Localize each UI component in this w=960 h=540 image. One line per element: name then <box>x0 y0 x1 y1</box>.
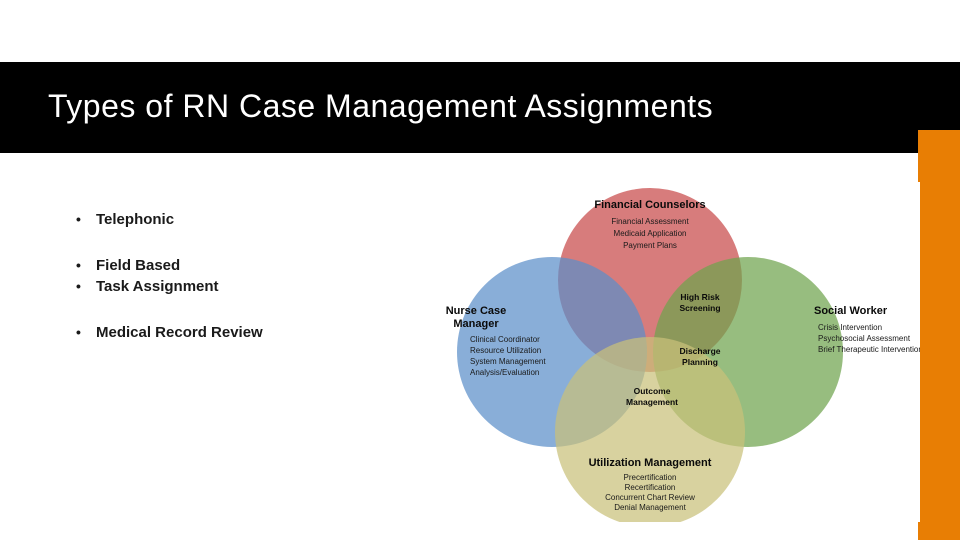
venn-line: Brief Therapeutic Interventions <box>818 345 920 354</box>
venn-title-financial: Financial Counselors <box>594 199 705 211</box>
bullet-list: Telephonic Field Based Task Assignment M… <box>72 210 362 368</box>
bullet-item: Medical Record Review <box>72 323 362 343</box>
venn-line: Psychosocial Assessment <box>818 334 911 343</box>
venn-line: System Management <box>470 357 546 366</box>
title-band: Types of RN Case Management Assignments <box>0 62 960 150</box>
venn-line: Recertification <box>625 483 676 492</box>
venn-title-utilization: Utilization Management <box>589 457 712 469</box>
title-divider <box>0 150 918 153</box>
venn-title-nurse: Nurse Case <box>446 305 507 317</box>
venn-overlap-label: Planning <box>682 357 718 367</box>
venn-line: Analysis/Evaluation <box>470 368 539 377</box>
venn-line: Concurrent Chart Review <box>605 493 695 502</box>
bullet-item: Telephonic <box>72 210 362 230</box>
venn-title-nurse: Manager <box>453 318 499 330</box>
venn-overlap-label: Management <box>626 397 678 407</box>
venn-diagram: Financial Counselors Financial Assessment… <box>380 182 920 522</box>
venn-overlap-label: Discharge <box>679 346 720 356</box>
venn-line: Clinical Coordinator <box>470 335 540 344</box>
venn-line: Denial Management <box>614 503 686 512</box>
bullet-item: Field Based <box>72 256 362 276</box>
accent-rail <box>918 130 960 540</box>
bullet-item: Task Assignment <box>72 277 362 297</box>
venn-overlap-label: Screening <box>679 303 720 313</box>
venn-line: Precertification <box>624 473 677 482</box>
venn-line: Resource Utilization <box>470 346 541 355</box>
venn-title-social: Social Worker <box>814 305 888 317</box>
venn-line: Financial Assessment <box>611 217 689 226</box>
venn-line: Crisis Intervention <box>818 323 882 332</box>
venn-svg: Financial Counselors Financial Assessment… <box>380 182 920 522</box>
venn-overlap-label: Outcome <box>634 386 671 396</box>
venn-overlap-label: High Risk <box>680 292 719 302</box>
venn-line: Medicaid Application <box>614 229 687 238</box>
page-title: Types of RN Case Management Assignments <box>48 88 713 125</box>
venn-line: Payment Plans <box>623 241 677 250</box>
